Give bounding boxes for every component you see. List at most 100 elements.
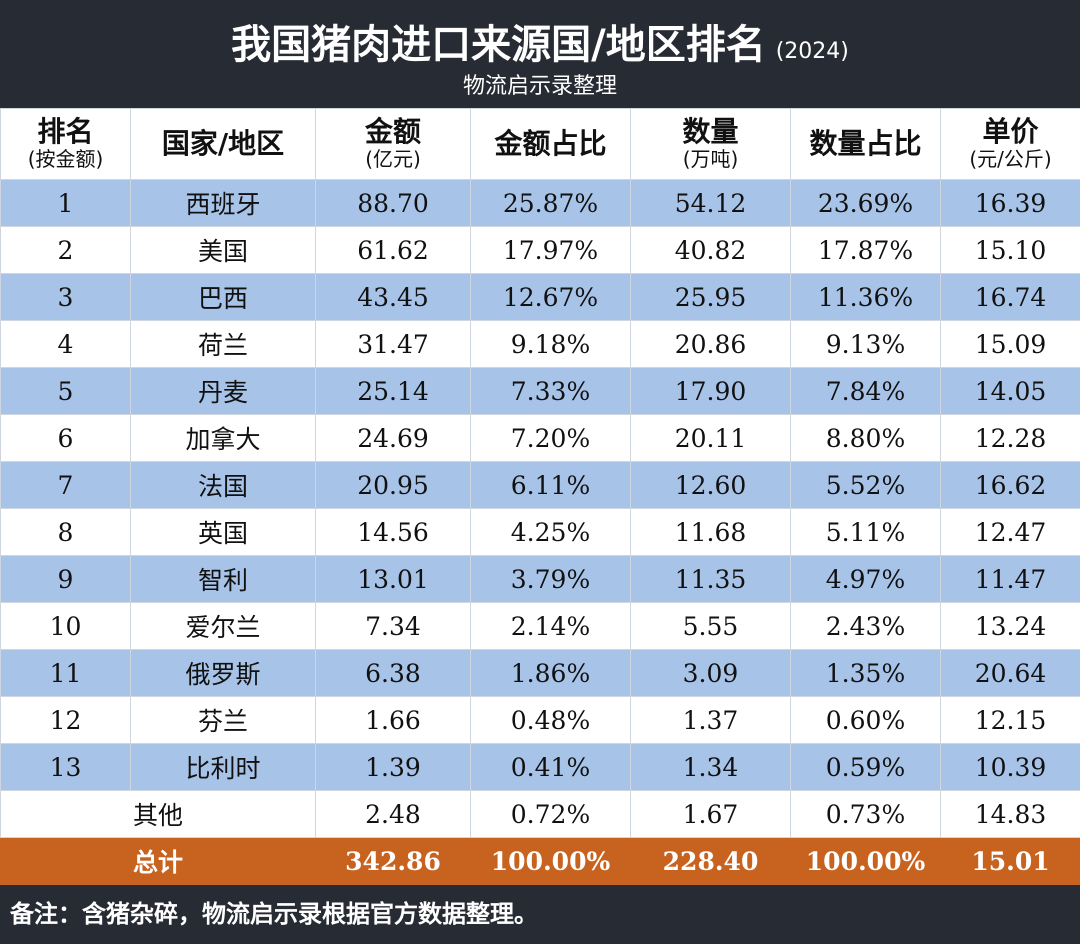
cell: 12.60 <box>630 461 791 509</box>
cell: 英国 <box>130 508 316 556</box>
cell: 1.35% <box>790 649 941 697</box>
cell: 342.86 <box>315 837 471 885</box>
cell: 12.15 <box>940 696 1080 744</box>
cell: 17.97% <box>470 226 631 274</box>
column-header: 数量占比 <box>790 108 941 180</box>
cell: 6.38 <box>315 649 471 697</box>
cell: 7.34 <box>315 602 471 650</box>
cell: 23.69% <box>790 179 941 227</box>
title: 我国猪肉进口来源国/地区排名 <box>231 22 766 68</box>
cell: 11.68 <box>630 508 791 556</box>
cell: 0.72% <box>470 790 631 838</box>
table-row: 2 美国 61.62 17.97% 40.82 17.87% 15.10 <box>0 226 1080 274</box>
header-row: 排名 (按金额) 国家/地区 金额 (亿元) 金额占比 数量 (万吨) 数量占比 单价 (元/公斤) <box>0 108 1080 180</box>
cell: 7.20% <box>470 414 631 462</box>
cell: 西班牙 <box>130 179 316 227</box>
cell: 0.48% <box>470 696 631 744</box>
header: 我国猪肉进口来源国/地区排名 (2024) 物流启示录整理 <box>0 0 1080 108</box>
cell: 0.41% <box>470 743 631 791</box>
cell: 芬兰 <box>130 696 316 744</box>
cell: 总计 <box>0 837 316 885</box>
column-unit: (元/公斤) <box>969 147 1052 171</box>
cell: 20.86 <box>630 320 791 368</box>
cell: 1.86% <box>470 649 631 697</box>
cell: 11.35 <box>630 555 791 603</box>
table-row: 1 西班牙 88.70 25.87% 54.12 23.69% 16.39 <box>0 179 1080 227</box>
column-header: 单价 (元/公斤) <box>940 108 1080 180</box>
cell: 13 <box>0 743 131 791</box>
cell: 31.47 <box>315 320 471 368</box>
table: 排名 (按金额) 国家/地区 金额 (亿元) 金额占比 数量 (万吨) 数量占比 单价 (元/公斤)… <box>0 108 1080 885</box>
cell: 20.11 <box>630 414 791 462</box>
cell: 巴西 <box>130 273 316 321</box>
cell: 100.00% <box>790 837 941 885</box>
column-unit: (万吨) <box>682 147 739 171</box>
cell: 丹麦 <box>130 367 316 415</box>
cell: 4.25% <box>470 508 631 556</box>
table-row: 3 巴西 43.45 12.67% 25.95 11.36% 16.74 <box>0 273 1080 321</box>
table-row: 6 加拿大 24.69 7.20% 20.11 8.80% 12.28 <box>0 414 1080 462</box>
cell: 12.28 <box>940 414 1080 462</box>
cell: 1.34 <box>630 743 791 791</box>
column-header: 数量 (万吨) <box>630 108 791 180</box>
cell: 2.43% <box>790 602 941 650</box>
cell: 100.00% <box>470 837 631 885</box>
cell: 1.37 <box>630 696 791 744</box>
cell: 其他 <box>0 790 316 838</box>
cell: 2.48 <box>315 790 471 838</box>
cell: 4 <box>0 320 131 368</box>
cell: 15.10 <box>940 226 1080 274</box>
cell: 228.40 <box>630 837 791 885</box>
table-row: 12 芬兰 1.66 0.48% 1.37 0.60% 12.15 <box>0 696 1080 744</box>
cell: 11 <box>0 649 131 697</box>
column-title: 数量占比 <box>809 127 922 160</box>
cell: 13.24 <box>940 602 1080 650</box>
cell: 25.87% <box>470 179 631 227</box>
cell: 9.13% <box>790 320 941 368</box>
cell: 25.14 <box>315 367 471 415</box>
cell: 荷兰 <box>130 320 316 368</box>
cell: 14.05 <box>940 367 1080 415</box>
cell: 20.95 <box>315 461 471 509</box>
cell: 爱尔兰 <box>130 602 316 650</box>
cell: 15.01 <box>940 837 1080 885</box>
cell: 9 <box>0 555 131 603</box>
cell: 12 <box>0 696 131 744</box>
cell: 7 <box>0 461 131 509</box>
table-row: 8 英国 14.56 4.25% 11.68 5.11% 12.47 <box>0 508 1080 556</box>
cell: 3.79% <box>470 555 631 603</box>
column-header: 排名 (按金额) <box>0 108 131 180</box>
cell: 11.47 <box>940 555 1080 603</box>
cell: 11.36% <box>790 273 941 321</box>
total-row: 总计 342.86 100.00% 228.40 100.00% 15.01 <box>0 837 1080 885</box>
cell: 13.01 <box>315 555 471 603</box>
cell: 0.73% <box>790 790 941 838</box>
cell: 25.95 <box>630 273 791 321</box>
table-row: 10 爱尔兰 7.34 2.14% 5.55 2.43% 13.24 <box>0 602 1080 650</box>
cell: 8 <box>0 508 131 556</box>
cell: 法国 <box>130 461 316 509</box>
cell: 4.97% <box>790 555 941 603</box>
other-row: 其他 2.48 0.72% 1.67 0.73% 14.83 <box>0 790 1080 838</box>
cell: 1.39 <box>315 743 471 791</box>
cell: 5 <box>0 367 131 415</box>
cell: 17.87% <box>790 226 941 274</box>
cell: 7.33% <box>470 367 631 415</box>
cell: 智利 <box>130 555 316 603</box>
table-row: 9 智利 13.01 3.79% 11.35 4.97% 11.47 <box>0 555 1080 603</box>
cell: 10.39 <box>940 743 1080 791</box>
column-unit: (按金额) <box>27 147 104 171</box>
cell: 40.82 <box>630 226 791 274</box>
cell: 16.74 <box>940 273 1080 321</box>
column-title: 金额占比 <box>494 127 607 160</box>
cell: 6 <box>0 414 131 462</box>
table-row: 5 丹麦 25.14 7.33% 17.90 7.84% 14.05 <box>0 367 1080 415</box>
column-title: 排名 <box>37 115 94 148</box>
column-title: 国家/地区 <box>161 127 285 160</box>
table-row: 7 法国 20.95 6.11% 12.60 5.52% 16.62 <box>0 461 1080 509</box>
cell: 61.62 <box>315 226 471 274</box>
cell: 0.59% <box>790 743 941 791</box>
table-row: 11 俄罗斯 6.38 1.86% 3.09 1.35% 20.64 <box>0 649 1080 697</box>
cell: 加拿大 <box>130 414 316 462</box>
